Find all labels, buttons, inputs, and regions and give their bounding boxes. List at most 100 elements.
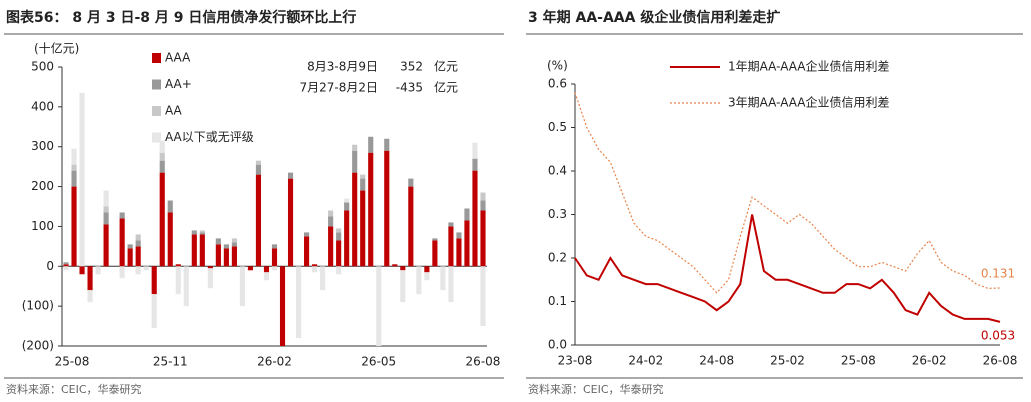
bar (464, 220, 470, 267)
bar (135, 234, 141, 241)
annotation-unit: 亿元 (434, 59, 458, 74)
bar (440, 266, 446, 291)
bar (360, 190, 366, 267)
bar (279, 266, 286, 346)
bar (63, 264, 69, 267)
y-tick-label: 400 (31, 99, 54, 113)
legend-label: AAA (165, 51, 191, 65)
bar (336, 228, 342, 233)
bar (408, 178, 414, 187)
bar (384, 150, 390, 267)
bar (231, 246, 237, 267)
bar (103, 190, 109, 207)
bar (135, 240, 141, 247)
bar (223, 248, 229, 267)
bar (400, 266, 406, 271)
bar (79, 266, 85, 275)
bar (336, 266, 342, 275)
bar (472, 170, 478, 267)
y-tick-label: (100) (22, 299, 54, 313)
bar (263, 266, 270, 273)
bar (159, 140, 165, 153)
x-tick-label: 25-08 (841, 354, 876, 368)
bar (368, 152, 374, 267)
bar (103, 212, 109, 225)
bar (287, 172, 294, 179)
end-label: 0.053 (981, 328, 1015, 342)
x-tick-label: 24-02 (628, 354, 663, 368)
bar (448, 226, 454, 267)
bar (127, 244, 133, 249)
y-tick-label: 0 (46, 259, 54, 273)
bar (71, 164, 77, 171)
x-tick-label: 23-08 (558, 354, 593, 368)
y-tick-label: 0.6 (548, 77, 567, 91)
y-tick-label: (200) (22, 339, 54, 353)
bar (71, 170, 77, 187)
bar (87, 266, 93, 291)
line (574, 92, 1001, 294)
y-tick-label: 0.5 (548, 120, 567, 134)
bar (199, 230, 205, 233)
bar (472, 142, 478, 159)
x-tick-label: 25-02 (770, 354, 805, 368)
bar (312, 264, 318, 267)
y-tick-label: 300 (31, 139, 54, 153)
bar (103, 206, 109, 213)
bar (263, 272, 270, 281)
bar (87, 290, 93, 303)
bar (215, 238, 221, 245)
bar (191, 230, 197, 235)
legend-label: 3年期AA-AAA企业债信用利差 (728, 95, 890, 110)
bar (255, 160, 262, 165)
bar (95, 266, 101, 275)
bar (432, 238, 438, 241)
bar (271, 248, 278, 267)
bar (344, 198, 350, 203)
bar (119, 266, 125, 279)
x-tick-label: 25-08 (55, 355, 90, 369)
y-tick-label: 200 (31, 179, 54, 193)
bar (143, 266, 149, 271)
bar (392, 264, 398, 267)
bar (63, 262, 69, 265)
bar (480, 200, 486, 211)
bar (352, 172, 358, 267)
bar (191, 234, 197, 267)
bar (352, 144, 358, 151)
legend-label: AA以下或无评级 (165, 130, 254, 144)
chart-title: 3 年期 AA-AAA 级企业债信用利差走扩 (528, 9, 780, 26)
bar (239, 266, 245, 307)
bar (304, 236, 310, 267)
x-tick-label: 26-02 (912, 354, 947, 368)
bar (231, 242, 237, 247)
bar (79, 92, 85, 267)
bar (103, 224, 109, 267)
y-axis-label: (十亿元) (34, 41, 79, 56)
bar (231, 238, 237, 243)
source: 资料来源：CEIC，华泰研究 (6, 382, 142, 396)
bar (352, 150, 358, 173)
bar (247, 266, 254, 271)
bar (151, 294, 157, 329)
bar (368, 136, 374, 153)
bar (376, 266, 382, 346)
bar (127, 248, 133, 267)
bar (336, 232, 342, 241)
bar (175, 264, 181, 267)
x-tick-label: 26-05 (361, 355, 396, 369)
bar (424, 272, 430, 281)
bar (175, 266, 181, 295)
bar (360, 178, 366, 191)
bar (480, 210, 486, 267)
bar (119, 212, 125, 219)
bar (424, 266, 430, 273)
bar (456, 238, 462, 267)
bar (167, 212, 173, 267)
x-tick-label: 24-08 (699, 354, 734, 368)
bar (295, 266, 302, 339)
y-tick-label: 0.1 (548, 294, 567, 308)
annotation-unit: 亿元 (434, 80, 458, 95)
bar (448, 222, 454, 227)
